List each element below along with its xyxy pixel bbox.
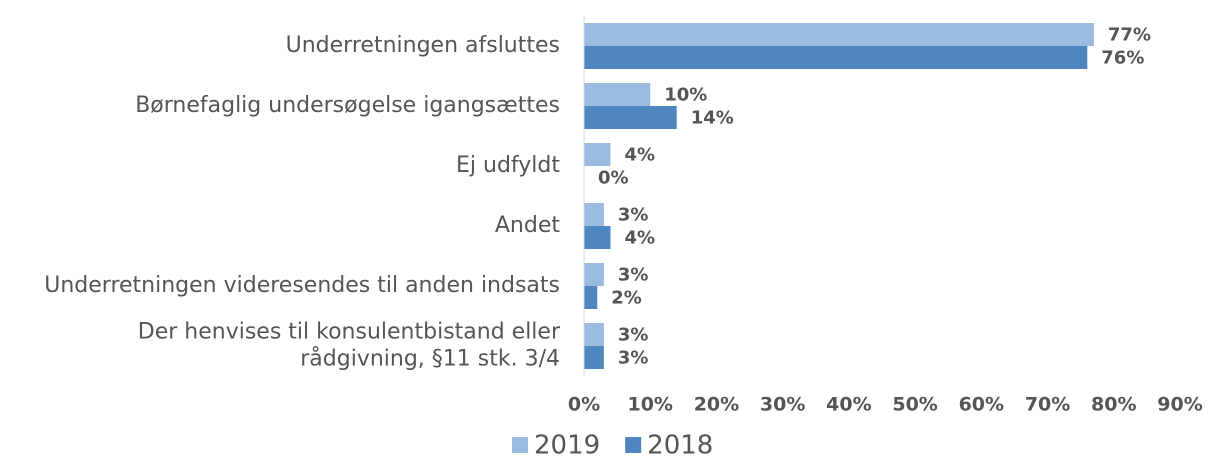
y-tick-label: Børnefaglig undersøgelse igangsættes (135, 93, 560, 118)
value-label: 3% (618, 205, 649, 226)
value-label: 10% (664, 85, 707, 106)
bar (584, 143, 611, 166)
y-tick-label: Underretningen afsluttes (286, 33, 560, 58)
x-tick-label: 80% (1091, 394, 1136, 416)
bar (584, 83, 651, 106)
bar (584, 263, 604, 286)
x-tick-label: 40% (826, 394, 871, 416)
y-tick-label: Der henvises til konsulentbistand eller r… (138, 320, 561, 372)
bar (584, 23, 1094, 46)
x-tick-label: 0% (568, 394, 600, 416)
x-tick-label: 70% (1025, 394, 1070, 416)
value-label: 3% (618, 348, 649, 369)
bar (584, 323, 604, 346)
y-tick-label: Ej udfyldt (456, 153, 560, 178)
legend-label: 2019 (534, 431, 600, 458)
bar (584, 286, 598, 309)
y-tick-label: Andet (495, 213, 560, 238)
value-label: 14% (691, 108, 734, 129)
bar (584, 203, 604, 226)
y-tick-label: Underretningen videresendes til anden in… (44, 273, 560, 298)
value-label: 2% (611, 288, 642, 309)
x-tick-label: 20% (694, 394, 739, 416)
bar (584, 106, 677, 129)
value-label: 77% (1108, 25, 1151, 46)
bar (584, 226, 611, 249)
x-tick-label: 30% (760, 394, 805, 416)
value-label: 76% (1101, 48, 1144, 69)
x-tick-label: 50% (892, 394, 937, 416)
bar (584, 346, 604, 369)
legend-swatch (625, 437, 642, 453)
value-label: 3% (618, 325, 649, 346)
value-label: 4% (624, 145, 655, 166)
value-label: 0% (598, 168, 629, 189)
x-tick-label: 60% (959, 394, 1004, 416)
bar (584, 46, 1088, 69)
x-tick-label: 10% (627, 394, 672, 416)
value-label: 4% (624, 228, 655, 249)
legend-label: 2018 (647, 431, 713, 458)
legend-swatch (512, 437, 528, 453)
value-label: 3% (618, 265, 649, 286)
x-tick-label: 90% (1157, 394, 1202, 416)
